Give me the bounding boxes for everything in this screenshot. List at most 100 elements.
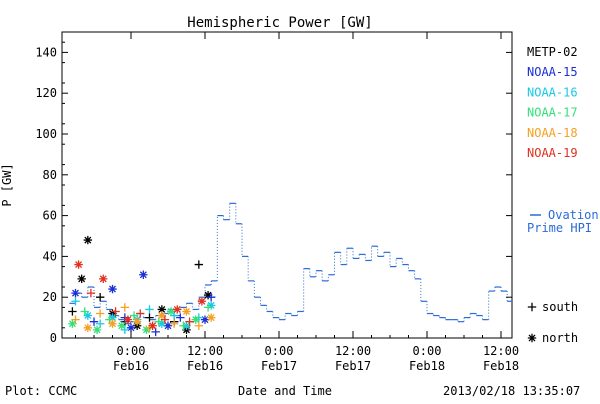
north-point (173, 305, 182, 314)
north-point (139, 270, 148, 279)
y-tick-label: 20 (43, 290, 57, 304)
north-point (206, 301, 216, 310)
x-tick-time: 12:00 (187, 344, 223, 358)
legend-entry: NOAA-18 (527, 126, 578, 140)
y-tick-label: 0 (50, 331, 57, 345)
x-tick-time: 12:00 (483, 344, 519, 358)
legend-entry: NOAA-19 (527, 146, 578, 160)
north-point (92, 325, 102, 335)
south-point (95, 319, 105, 328)
south-point (129, 311, 139, 320)
south-point (194, 260, 204, 269)
ovation-legend-line2: Prime HPI (527, 221, 592, 235)
x-axis: 0:00Feb1612:00Feb160:00Feb1712:00Feb170:… (75, 32, 519, 373)
south-point (71, 315, 80, 324)
north-point (157, 305, 167, 314)
x-tick-date: Feb17 (335, 359, 371, 373)
x-axis-label: Date and Time (238, 384, 332, 398)
north-point (108, 319, 117, 328)
south-point (160, 315, 170, 324)
y-tick-label: 140 (35, 45, 57, 59)
north-point (74, 260, 83, 269)
south-point (95, 309, 105, 318)
x-tick-time: 12:00 (335, 344, 371, 358)
x-tick-date: Feb16 (187, 359, 223, 373)
north-point (182, 307, 191, 316)
y-axis: 0 20 40 60 80 100 120 140 (35, 41, 512, 345)
south-point (86, 288, 96, 298)
south-point (120, 303, 130, 312)
south-point (95, 293, 105, 302)
north-point (108, 284, 117, 294)
north-point (157, 319, 167, 328)
south-point (71, 297, 80, 306)
north-point (117, 321, 126, 330)
marker-legend-symbol (527, 302, 537, 312)
north-point (206, 313, 216, 322)
south-point (154, 317, 163, 326)
legend-entry: METP-02 (527, 45, 578, 59)
north-point (83, 235, 93, 245)
south-point (68, 307, 77, 316)
marker-legend-label: north (542, 331, 578, 345)
north-point (132, 317, 142, 326)
north-point (83, 323, 93, 332)
north-point (157, 311, 167, 320)
north-point (71, 288, 80, 298)
north-point (163, 321, 173, 330)
north-point (126, 323, 136, 332)
y-tick-label: 60 (43, 209, 57, 223)
legend: METP-02 NOAA-15 NOAA-16 NOAA-17 NOAA-18 NOAA-… (527, 45, 578, 160)
north-point (166, 307, 176, 316)
x-tick-date: Feb17 (261, 359, 297, 373)
south-point (169, 319, 179, 328)
legend-entry: NOAA-17 (527, 106, 578, 120)
footer-left: Plot: CCMC (5, 384, 77, 398)
north-point (77, 274, 86, 284)
footer-right: 2013/02/18 13:35:07 (443, 384, 580, 398)
y-tick-label: 80 (43, 168, 57, 182)
north-point (123, 315, 133, 324)
y-axis-label: P [GW] (0, 163, 14, 206)
x-tick-date: Feb16 (113, 359, 149, 373)
legend-entry: NOAA-15 (527, 65, 578, 79)
south-point (176, 313, 185, 322)
north-point (203, 290, 213, 300)
north-point (108, 313, 117, 322)
legend-entry: NOAA-16 (527, 85, 578, 99)
ovation-series (69, 202, 512, 325)
marker-legend: south north (527, 300, 578, 345)
y-tick-label: 100 (35, 127, 57, 141)
marker-legend-label: south (542, 300, 578, 314)
x-tick-date: Feb18 (483, 359, 519, 373)
north-point (200, 315, 210, 324)
north-point (191, 315, 200, 324)
north-point (148, 321, 157, 330)
south-point (206, 293, 216, 302)
data-points (68, 235, 216, 337)
south-point (89, 317, 99, 326)
south-point (151, 327, 160, 337)
south-point (203, 303, 213, 312)
north-point (197, 297, 207, 306)
north-point (99, 274, 108, 284)
y-tick-label: 40 (43, 249, 57, 263)
ovation-legend: Ovation Prime HPI (527, 208, 599, 235)
south-point (111, 307, 120, 316)
south-point (194, 321, 204, 330)
south-point (179, 321, 188, 330)
x-tick-time: 0:00 (265, 344, 294, 358)
south-point (136, 309, 145, 318)
marker-legend-symbol (527, 333, 537, 343)
north-point (142, 325, 151, 335)
south-point (145, 313, 154, 322)
north-point (83, 311, 93, 320)
south-point (185, 317, 194, 326)
ovation-legend-line1: Ovation (548, 208, 599, 222)
plot-frame (61, 31, 513, 339)
north-point (68, 319, 77, 328)
x-tick-time: 0:00 (413, 344, 442, 358)
south-point (145, 305, 154, 314)
